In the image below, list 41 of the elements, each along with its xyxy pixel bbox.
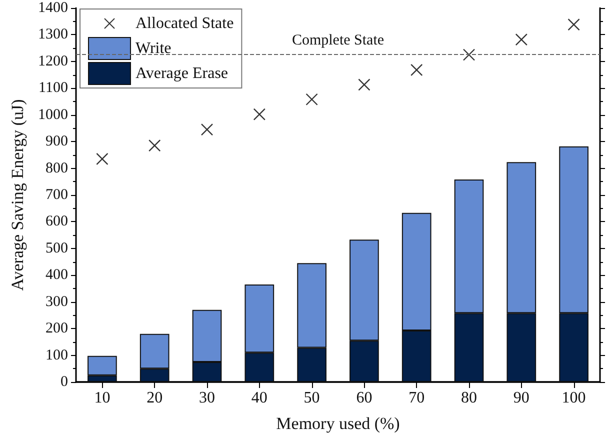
y-axis-title: Average Saving Energy (uJ) bbox=[8, 99, 27, 291]
legend-label: Write bbox=[136, 40, 172, 57]
x-tick-label: 70 bbox=[408, 390, 425, 406]
x-tick-label: 100 bbox=[562, 390, 586, 406]
point bbox=[568, 18, 580, 31]
x-tick-label: 10 bbox=[94, 390, 110, 406]
y-tick-label: 500 bbox=[46, 240, 68, 256]
ref-line-label: Complete State bbox=[292, 32, 384, 48]
point bbox=[253, 108, 266, 120]
x-tick-label: 20 bbox=[146, 390, 163, 406]
y-tick-label: 1000 bbox=[38, 106, 68, 123]
point bbox=[148, 139, 161, 152]
y-tick-label: 1300 bbox=[38, 26, 68, 43]
x-tick-label: 60 bbox=[356, 390, 372, 406]
point bbox=[410, 64, 423, 76]
y-tick-label: 200 bbox=[46, 320, 68, 337]
y-tick-label: 800 bbox=[46, 160, 68, 176]
y-tick-label: 600 bbox=[46, 214, 68, 230]
point bbox=[306, 93, 318, 106]
point bbox=[462, 48, 476, 61]
x-axis-title: Memory used (%) bbox=[276, 414, 400, 433]
x-tick-label: 30 bbox=[199, 390, 215, 406]
x-tick-label: 90 bbox=[513, 390, 530, 406]
x-tick-label: 80 bbox=[461, 390, 477, 406]
y-tick-label: 100 bbox=[46, 347, 68, 364]
y-tick-label: 700 bbox=[46, 187, 68, 203]
y-tick-label: 1400 bbox=[38, 0, 68, 16]
point bbox=[200, 123, 214, 136]
y-tick-label: 1100 bbox=[38, 80, 68, 96]
legend-label: Allocated State bbox=[136, 15, 234, 32]
y-tick-label: 1200 bbox=[38, 53, 68, 70]
x-tick-label: 40 bbox=[251, 390, 268, 406]
y-tick-label: 400 bbox=[46, 267, 68, 284]
y-tick-label: 300 bbox=[46, 294, 68, 310]
point bbox=[96, 152, 108, 166]
point bbox=[515, 33, 528, 46]
x-tick-label: 50 bbox=[304, 390, 320, 406]
y-tick-label: 0 bbox=[60, 374, 68, 390]
legend-label: Average Erase bbox=[136, 65, 228, 82]
y-tick-label: 900 bbox=[46, 134, 68, 150]
point bbox=[358, 78, 370, 91]
